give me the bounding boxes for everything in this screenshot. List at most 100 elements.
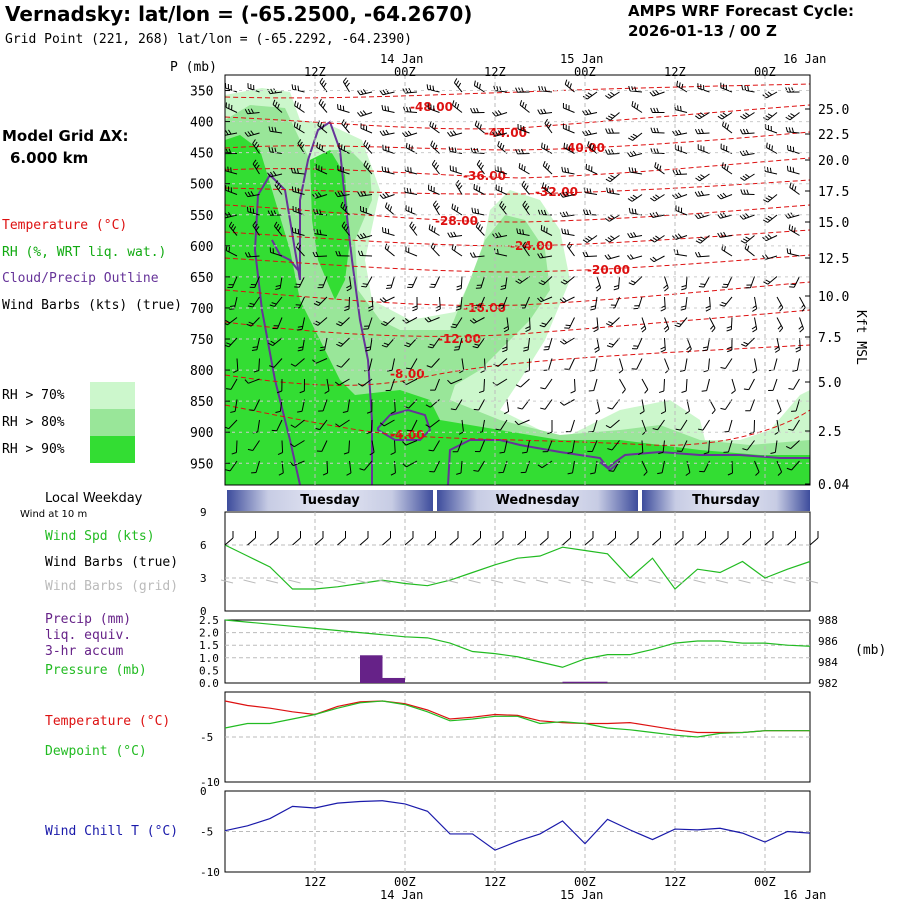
barb-shaft — [252, 440, 260, 451]
wind-barb — [787, 145, 800, 154]
kft-axis-label: Kft MSL — [853, 310, 868, 365]
barb-flag — [409, 188, 412, 194]
barb-flag — [594, 349, 600, 353]
barb-shaft — [568, 317, 575, 329]
barb-flag — [382, 193, 387, 198]
barb-shaft — [427, 537, 436, 546]
barb-flag — [720, 114, 725, 118]
barb-flag — [607, 93, 613, 98]
barb-flag — [582, 251, 586, 257]
wind-barb — [499, 440, 508, 454]
barb-flag — [763, 117, 768, 121]
wind-barb — [359, 460, 373, 471]
barb-flag — [702, 346, 709, 349]
barb-flag — [587, 129, 592, 135]
barb-flag — [525, 185, 529, 191]
wind-barb-grid — [580, 579, 594, 584]
barb-shaft — [367, 317, 373, 330]
wind-barb — [474, 120, 485, 134]
barb-flag — [605, 424, 611, 429]
wind-barb — [363, 140, 373, 154]
barb-flag — [404, 318, 410, 323]
barb-flag — [456, 206, 459, 212]
barb-shaft — [400, 579, 414, 584]
barb-shaft — [702, 419, 710, 431]
barb-flag — [431, 225, 434, 231]
barb-flag — [767, 234, 772, 239]
barb-flag — [319, 209, 322, 215]
barb-flag — [777, 471, 782, 476]
barb-shaft — [227, 317, 238, 326]
barb-flag — [631, 100, 634, 107]
barb-shaft — [607, 537, 616, 546]
barb-flag — [322, 472, 328, 476]
barb-flag — [412, 305, 418, 309]
pressure-tick-label: 850 — [190, 395, 213, 410]
legend-rh: RH (%, WRT liq. wat.) — [2, 245, 167, 260]
barb-shaft — [298, 296, 305, 309]
wind-barb — [764, 166, 778, 175]
wind-barb — [628, 85, 643, 93]
barb-flag — [763, 281, 769, 285]
barb-shaft — [657, 419, 665, 431]
barb-shaft — [411, 419, 418, 431]
barb-flag — [628, 282, 634, 286]
barb-flag — [478, 186, 481, 192]
wind-barb — [244, 191, 260, 198]
barb-flag — [791, 87, 794, 93]
wind-barb — [515, 276, 530, 284]
barb-shaft — [799, 317, 804, 329]
barb-flag — [788, 388, 794, 390]
barb-flag — [660, 346, 666, 350]
barb-flag — [697, 175, 703, 180]
pressure-tick-label: 550 — [190, 209, 213, 224]
barb-flag — [363, 190, 367, 196]
barb-shaft — [791, 460, 800, 471]
barb-flag — [567, 167, 570, 173]
barb-flag — [742, 175, 748, 180]
barb-flag — [247, 191, 252, 197]
barb-flag — [459, 369, 464, 374]
barb-flag — [425, 404, 431, 408]
barb-shaft — [522, 245, 530, 257]
barb-flag — [524, 370, 530, 373]
wind-barb — [369, 440, 375, 456]
barb-flag — [703, 369, 709, 373]
barb-flag — [565, 191, 570, 197]
wind-barb — [770, 440, 778, 455]
wind-barb — [785, 126, 800, 134]
barb-flag — [229, 308, 235, 310]
wind-barb — [618, 358, 624, 374]
barb-shaft — [293, 440, 305, 448]
wind-barb — [518, 162, 530, 175]
barb-flag — [564, 79, 568, 85]
wind-panel-frame — [224, 511, 811, 612]
barb-shaft — [767, 276, 778, 285]
wind-barb — [274, 180, 283, 195]
wind-barb — [294, 100, 305, 113]
barb-flag — [290, 424, 296, 428]
barb-flag — [537, 464, 543, 469]
barb-shaft — [675, 209, 688, 216]
wind-barb — [605, 419, 620, 429]
barb-flag — [476, 185, 478, 191]
barb-flag — [540, 252, 544, 258]
barb-flag — [297, 328, 303, 331]
wind-barb — [749, 419, 755, 435]
barb-flag — [726, 165, 729, 171]
contour-label: -20.00 — [587, 263, 630, 277]
wind-barb — [291, 186, 305, 195]
barb-shaft — [684, 358, 688, 371]
barb-shaft — [439, 296, 441, 310]
height-tick-label: 5.0 — [818, 376, 841, 391]
barb-flag — [675, 130, 679, 136]
barb-flag — [471, 207, 474, 213]
barb-flag — [248, 321, 254, 325]
height-tick-label: 7.5 — [818, 331, 841, 346]
barb-shaft — [405, 91, 418, 94]
barb-flag — [630, 196, 635, 201]
barb-flag — [226, 388, 232, 390]
barb-flag — [469, 319, 475, 324]
wind-barb — [387, 358, 395, 372]
barb-shaft — [461, 358, 465, 371]
